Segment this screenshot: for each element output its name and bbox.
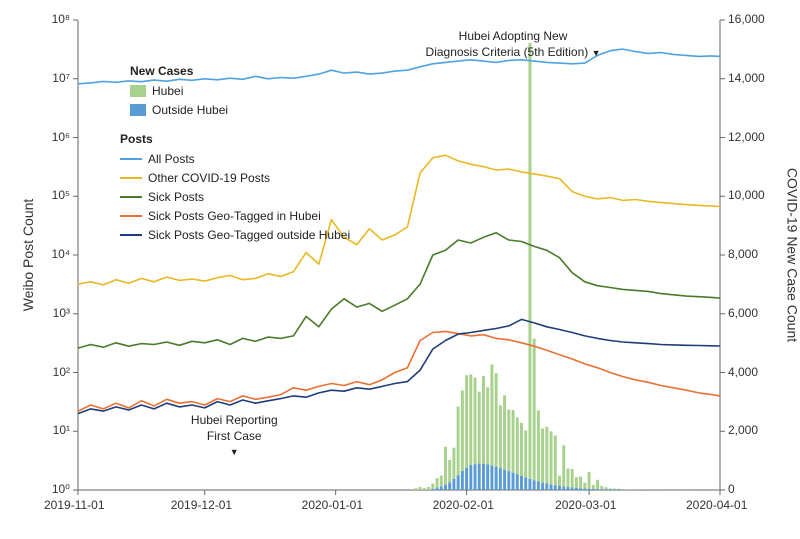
legend-posts-item: Sick Posts Geo-Tagged in Hubei bbox=[120, 207, 350, 225]
x-tick: 2020-03-01 bbox=[555, 498, 616, 512]
swatch-line bbox=[120, 158, 142, 160]
y-right-label: COVID-19 New Case Count bbox=[784, 168, 800, 342]
y-left-tick: 10⁸ bbox=[52, 12, 70, 26]
annotation-new-criteria: Hubei Adopting NewDiagnosis Criteria (5t… bbox=[363, 29, 663, 60]
swatch-line bbox=[120, 215, 142, 217]
legend-posts-item: Other COVID-19 Posts bbox=[120, 169, 350, 187]
y-left-tick: 10⁵ bbox=[52, 188, 70, 202]
legend-item-label: Sick Posts Geo-Tagged in Hubei bbox=[148, 207, 321, 225]
y-right-tick: 0 bbox=[728, 482, 735, 496]
x-tick: 2020-02-01 bbox=[433, 498, 494, 512]
legend-posts-item: All Posts bbox=[120, 150, 350, 168]
y-left-tick: 10³ bbox=[53, 306, 70, 320]
x-tick: 2019-12-01 bbox=[171, 498, 232, 512]
legend-new-cases: New Cases HubeiOutside Hubei bbox=[130, 62, 228, 120]
legend-posts-item: Sick Posts Geo-Tagged outside Hubei bbox=[120, 226, 350, 244]
y-left-tick: 10⁷ bbox=[52, 71, 70, 85]
legend-posts-item: Sick Posts bbox=[120, 188, 350, 206]
y-left-tick: 10⁶ bbox=[52, 130, 70, 144]
legend-cases-item: Hubei bbox=[130, 82, 228, 100]
legend-cases-title: New Cases bbox=[130, 62, 228, 80]
y-right-tick: 6,000 bbox=[728, 306, 758, 320]
y-left-tick: 10⁴ bbox=[51, 247, 70, 261]
legend-item-label: Sick Posts bbox=[148, 188, 204, 206]
y-right-tick: 2,000 bbox=[728, 423, 758, 437]
y-right-tick: 12,000 bbox=[728, 130, 765, 144]
legend-item-label: Other COVID-19 Posts bbox=[148, 169, 270, 187]
y-right-tick: 4,000 bbox=[728, 365, 758, 379]
swatch-line bbox=[120, 196, 142, 198]
legend-posts: Posts All PostsOther COVID-19 PostsSick … bbox=[120, 130, 350, 245]
annotation-first-case: Hubei ReportingFirst Case▼ bbox=[164, 413, 304, 460]
x-tick: 2019-11-01 bbox=[44, 498, 105, 512]
swatch-line bbox=[120, 234, 142, 236]
y-left-tick: 10⁰ bbox=[52, 482, 70, 496]
y-left-label: Weibo Post Count bbox=[20, 199, 36, 312]
legend-item-label: Hubei bbox=[152, 82, 183, 100]
swatch-box bbox=[130, 104, 146, 116]
legend-posts-title: Posts bbox=[120, 130, 350, 148]
y-right-tick: 8,000 bbox=[728, 247, 758, 261]
chart-svg bbox=[0, 0, 800, 539]
legend-item-label: Outside Hubei bbox=[152, 101, 228, 119]
y-left-tick: 10² bbox=[53, 365, 70, 379]
x-tick: 2020-04-01 bbox=[686, 498, 747, 512]
swatch-line bbox=[120, 177, 142, 179]
y-right-tick: 16,000 bbox=[728, 12, 765, 26]
swatch-box bbox=[130, 85, 146, 97]
legend-item-label: All Posts bbox=[148, 150, 195, 168]
legend-cases-item: Outside Hubei bbox=[130, 101, 228, 119]
x-tick: 2020-01-01 bbox=[302, 498, 363, 512]
y-left-tick: 10¹ bbox=[53, 423, 70, 437]
y-right-tick: 10,000 bbox=[728, 188, 765, 202]
legend-item-label: Sick Posts Geo-Tagged outside Hubei bbox=[148, 226, 350, 244]
y-right-tick: 14,000 bbox=[728, 71, 765, 85]
